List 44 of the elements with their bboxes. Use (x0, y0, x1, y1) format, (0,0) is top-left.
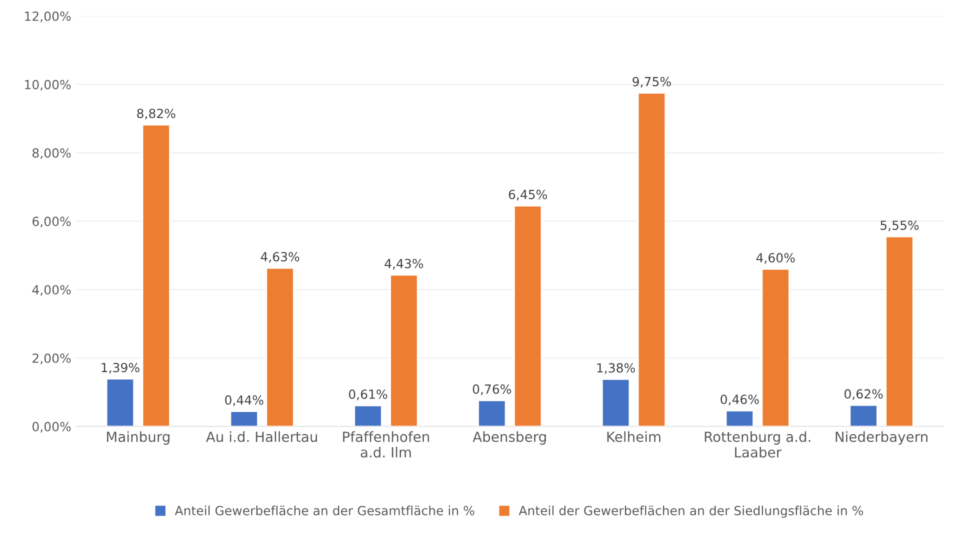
data-label: 4,60% (756, 253, 795, 264)
data-label: 0,61% (348, 389, 388, 400)
y-tick-label: 12,00% (25, 11, 71, 22)
legend-label: Anteil Gewerbefläche an der Gesamtfläche in % (174, 506, 474, 516)
bar (478, 400, 506, 426)
y-tick-label: 0,00% (32, 422, 71, 433)
x-tick-label: Au i.d. Hallertau (206, 431, 317, 442)
data-label: 0,62% (844, 389, 883, 400)
data-label: 1,39% (102, 362, 140, 374)
data-label: 0,76% (472, 384, 512, 396)
data-label: 1,38% (597, 363, 635, 374)
data-label: 5,55% (880, 220, 919, 232)
data-label: 9,75% (632, 76, 671, 88)
bar (513, 205, 542, 426)
y-tick-label: 10,00% (25, 80, 71, 91)
y-tick-label: 8,00% (32, 148, 71, 159)
y-tick-label: 4,00% (32, 285, 71, 296)
y-tick-label: 6,00% (32, 216, 71, 228)
x-tick-label: Niederbayern (836, 431, 928, 445)
bar (761, 268, 790, 426)
y-tick-label: 2,00% (32, 353, 71, 364)
bar (601, 378, 630, 426)
data-label: 0,44% (225, 395, 264, 406)
data-label: 0,46% (720, 394, 759, 406)
x-tick-label: Pfaffenhofen a.d. Ilm (343, 431, 430, 458)
data-label: 4,63% (260, 252, 300, 263)
data-label: 4,43% (384, 258, 424, 270)
bar (725, 410, 754, 426)
bar (885, 236, 914, 426)
data-label: 6,45% (508, 190, 547, 200)
bar (230, 410, 258, 426)
x-tick-label: Mainburg (107, 431, 170, 445)
bar (266, 267, 294, 426)
bar (390, 274, 418, 426)
bar (106, 378, 135, 426)
x-tick-label: Rottenburg a.d. Laaber (704, 431, 810, 458)
legend-label: Anteil der Gewerbeflächen an der Siedlungsfläche in % (518, 506, 864, 518)
x-tick-label: Abensberg (472, 431, 546, 445)
bar (142, 124, 170, 426)
bar (637, 92, 666, 426)
bar (354, 404, 382, 426)
x-tick-label: Kelheim (607, 431, 660, 442)
bar (849, 404, 878, 426)
data-label: 8,82% (137, 108, 176, 120)
